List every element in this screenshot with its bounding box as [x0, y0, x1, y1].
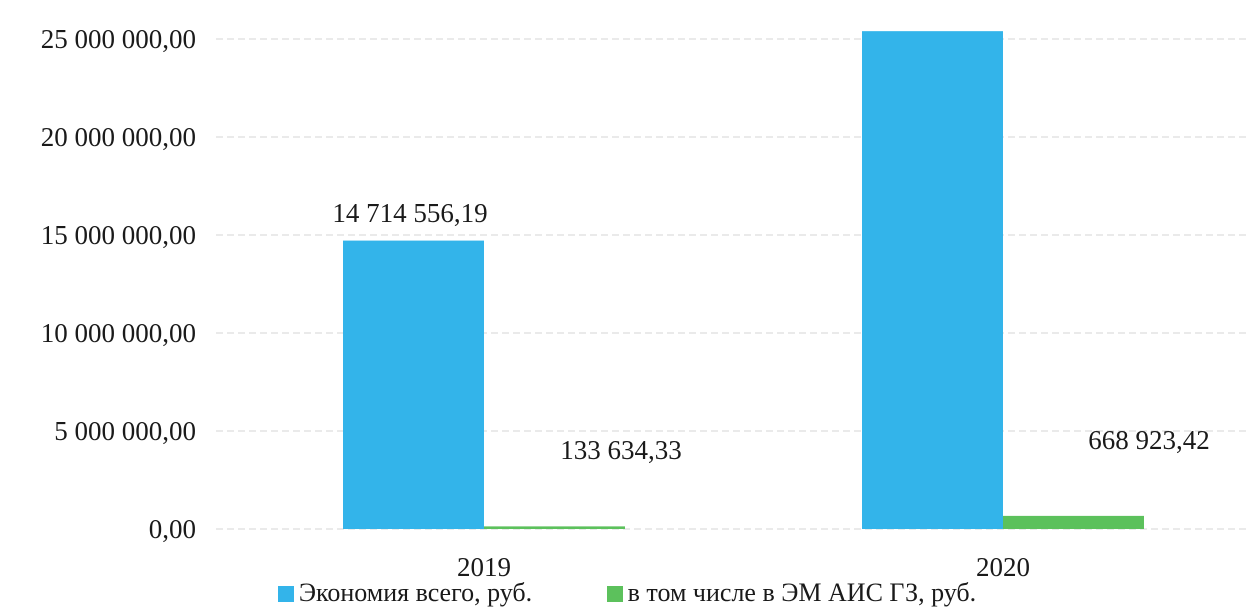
- y-axis-tick-labels: 0,00 5 000 000,00 10 000 000,00 15 000 000,…: [41, 24, 196, 544]
- x-category-label: 2020: [976, 552, 1030, 582]
- legend-label-series-1: Экономия всего, руб.: [298, 578, 533, 607]
- bars: [343, 31, 1144, 529]
- legend-item-series-2: в том числе в ЭМ АИС ГЗ, руб.: [606, 578, 977, 608]
- x-category-label: 2019: [457, 552, 511, 582]
- data-label: 14 714 556,19: [332, 198, 487, 228]
- x-axis-category-labels: 2019 2020: [457, 552, 1030, 582]
- data-label: 668 923,42: [1088, 425, 1210, 455]
- legend-label-series-2: в том числе в ЭМ АИС ГЗ, руб.: [627, 578, 977, 607]
- bar-series-1-2019: [343, 240, 484, 529]
- bar-series-2-2019: [484, 526, 625, 529]
- y-tick-label: 0,00: [149, 514, 196, 544]
- legend-swatch-series-2: [606, 586, 623, 602]
- y-tick-label: 20 000 000,00: [41, 122, 196, 152]
- legend: Экономия всего, руб. в том числе в ЭМ АИ…: [0, 578, 1254, 608]
- data-labels: 14 714 556,19 133 634,33 668 923,42: [332, 198, 1209, 465]
- legend-swatch-series-1: [277, 586, 294, 602]
- y-tick-label: 25 000 000,00: [41, 24, 196, 54]
- data-label: 133 634,33: [560, 435, 682, 465]
- y-tick-label: 15 000 000,00: [41, 220, 196, 250]
- bar-series-2-2020: [1003, 515, 1144, 529]
- legend-item-series-1: Экономия всего, руб.: [277, 578, 533, 608]
- y-tick-label: 5 000 000,00: [54, 416, 196, 446]
- bar-series-1-2020: [862, 31, 1003, 529]
- y-tick-label: 10 000 000,00: [41, 318, 196, 348]
